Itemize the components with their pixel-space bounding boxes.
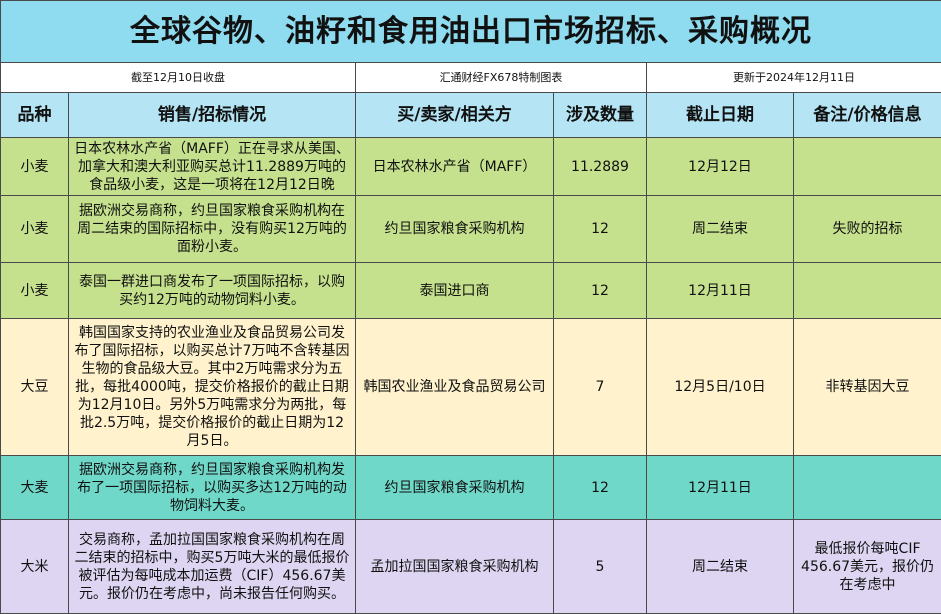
- data-row: 大豆韩国国家支持的农业渔业及食品贸易公司发布了国际招标，以购买总计7万吨不含转基…: [1, 319, 941, 456]
- description: 日本农林水产省（MAFF）正在寻求从美国、加拿大和澳大利亚购买总计11.2889…: [73, 140, 351, 194]
- deadline: 12月11日: [651, 479, 789, 497]
- remark-cell: 最低报价每吨CIF 456.67美元，报价仍在考虑中: [794, 520, 941, 614]
- description-cell: 据欧洲交易商称，约旦国家粮食采购机构发布了一项国际招标，以购买多达12万吨的动物…: [69, 456, 356, 520]
- description-cell: 交易商称，孟加拉国国家粮食采购机构在周二结束的招标中，购买5万吨大米的最低报价被…: [69, 520, 356, 614]
- party-cell: 韩国农业渔业及食品贸易公司: [356, 319, 554, 456]
- remark-cell: 失败的招标: [794, 196, 941, 263]
- quantity: 5: [558, 558, 642, 576]
- description: 韩国国家支持的农业渔业及食品贸易公司发布了国际招标，以购买总计7万吨不含转基因生…: [73, 324, 351, 450]
- quantity-cell: 12: [554, 196, 647, 263]
- variety: 大豆: [5, 378, 64, 396]
- description: 泰国一群进口商发布了一项国际招标，以购买约12万吨的动物饲料小麦。: [73, 273, 351, 309]
- deadline-cell: 周二结束: [647, 520, 794, 614]
- remark: 失败的招标: [798, 220, 937, 238]
- party-cell: 泰国进口商: [356, 263, 554, 319]
- deadline: 12月12日: [651, 158, 789, 176]
- variety: 小麦: [5, 220, 64, 238]
- party: 约旦国家粮食采购机构: [360, 479, 549, 497]
- description-cell: 日本农林水产省（MAFF）正在寻求从美国、加拿大和澳大利亚购买总计11.2889…: [69, 138, 356, 196]
- update-note: 更新于2024年12月11日: [647, 63, 941, 93]
- quantity: 12: [558, 479, 642, 497]
- variety-cell: 小麦: [1, 196, 69, 263]
- description-cell: 泰国一群进口商发布了一项国际招标，以购买约12万吨的动物饲料小麦。: [69, 263, 356, 319]
- quantity: 12: [558, 220, 642, 238]
- remark-cell: [794, 263, 941, 319]
- remark: 非转基因大豆: [798, 378, 937, 396]
- variety-cell: 大豆: [1, 319, 69, 456]
- deadline: 周二结束: [651, 220, 789, 238]
- variety: 小麦: [5, 282, 64, 300]
- subheader-row: 截至12月10日收盘 汇通财经FX678特制图表 更新于2024年12月11日: [1, 63, 941, 93]
- description: 据欧洲交易商称，约旦国家粮食采购机构发布了一项国际招标，以购买多达12万吨的动物…: [73, 461, 351, 515]
- data-row: 小麦泰国一群进口商发布了一项国际招标，以购买约12万吨的动物饲料小麦。泰国进口商…: [1, 263, 941, 319]
- quantity-cell: 5: [554, 520, 647, 614]
- description-cell: 韩国国家支持的农业渔业及食品贸易公司发布了国际招标，以购买总计7万吨不含转基因生…: [69, 319, 356, 456]
- data-row: 大麦据欧洲交易商称，约旦国家粮食采购机构发布了一项国际招标，以购买多达12万吨的…: [1, 456, 941, 520]
- remark: 最低报价每吨CIF 456.67美元，报价仍在考虑中: [798, 540, 937, 594]
- deadline-cell: 12月11日: [647, 456, 794, 520]
- quantity: 12: [558, 282, 642, 300]
- quantity: 7: [558, 378, 642, 396]
- source-note: 汇通财经FX678特制图表: [356, 63, 647, 93]
- column-header-row: 品种销售/招标情况买/卖家/相关方涉及数量截止日期备注/价格信息: [1, 93, 941, 138]
- variety-cell: 大米: [1, 520, 69, 614]
- deadline-cell: 12月5日/10日: [647, 319, 794, 456]
- column-header: 买/卖家/相关方: [356, 93, 554, 138]
- title: 全球谷物、油籽和食用油出口市场招标、采购概况: [1, 1, 941, 63]
- deadline-cell: 12月11日: [647, 263, 794, 319]
- party-cell: 孟加拉国国家粮食采购机构: [356, 520, 554, 614]
- party: 泰国进口商: [360, 282, 549, 300]
- party-cell: 约旦国家粮食采购机构: [356, 456, 554, 520]
- party: 孟加拉国国家粮食采购机构: [360, 558, 549, 576]
- column-header: 品种: [1, 93, 69, 138]
- quantity-cell: 11.2889: [554, 138, 647, 196]
- deadline: 12月11日: [651, 282, 789, 300]
- description: 交易商称，孟加拉国国家粮食采购机构在周二结束的招标中，购买5万吨大米的最低报价被…: [73, 531, 351, 603]
- quantity: 11.2889: [558, 158, 642, 176]
- date-note: 截至12月10日收盘: [1, 63, 356, 93]
- deadline: 12月5日/10日: [651, 378, 789, 396]
- column-header: 销售/招标情况: [69, 93, 356, 138]
- title-row: 全球谷物、油籽和食用油出口市场招标、采购概况: [1, 1, 941, 63]
- deadline-cell: 周二结束: [647, 196, 794, 263]
- column-header: 截止日期: [647, 93, 794, 138]
- remark-cell: [794, 138, 941, 196]
- quantity-cell: 12: [554, 263, 647, 319]
- variety: 大米: [5, 558, 64, 576]
- description: 据欧洲交易商称，约旦国家粮食采购机构在周二结束的国际招标中，没有购买12万吨的面…: [73, 202, 351, 256]
- deadline-cell: 12月12日: [647, 138, 794, 196]
- party-cell: 日本农林水产省（MAFF）: [356, 138, 554, 196]
- party: 约旦国家粮食采购机构: [360, 220, 549, 238]
- data-row: 小麦据欧洲交易商称，约旦国家粮食采购机构在周二结束的国际招标中，没有购买12万吨…: [1, 196, 941, 263]
- quantity-cell: 7: [554, 319, 647, 456]
- remark-cell: 非转基因大豆: [794, 319, 941, 456]
- description-cell: 据欧洲交易商称，约旦国家粮食采购机构在周二结束的国际招标中，没有购买12万吨的面…: [69, 196, 356, 263]
- party: 韩国农业渔业及食品贸易公司: [360, 378, 549, 396]
- column-header: 涉及数量: [554, 93, 647, 138]
- party-cell: 约旦国家粮食采购机构: [356, 196, 554, 263]
- quantity-cell: 12: [554, 456, 647, 520]
- column-header: 备注/价格信息: [794, 93, 941, 138]
- data-row: 大米交易商称，孟加拉国国家粮食采购机构在周二结束的招标中，购买5万吨大米的最低报…: [1, 520, 941, 614]
- party: 日本农林水产省（MAFF）: [360, 158, 549, 176]
- variety: 大麦: [5, 479, 64, 497]
- variety-cell: 小麦: [1, 263, 69, 319]
- remark-cell: [794, 456, 941, 520]
- variety-cell: 小麦: [1, 138, 69, 196]
- variety-cell: 大麦: [1, 456, 69, 520]
- deadline: 周二结束: [651, 558, 789, 576]
- variety: 小麦: [5, 158, 64, 176]
- data-row: 小麦日本农林水产省（MAFF）正在寻求从美国、加拿大和澳大利亚购买总计11.28…: [1, 138, 941, 196]
